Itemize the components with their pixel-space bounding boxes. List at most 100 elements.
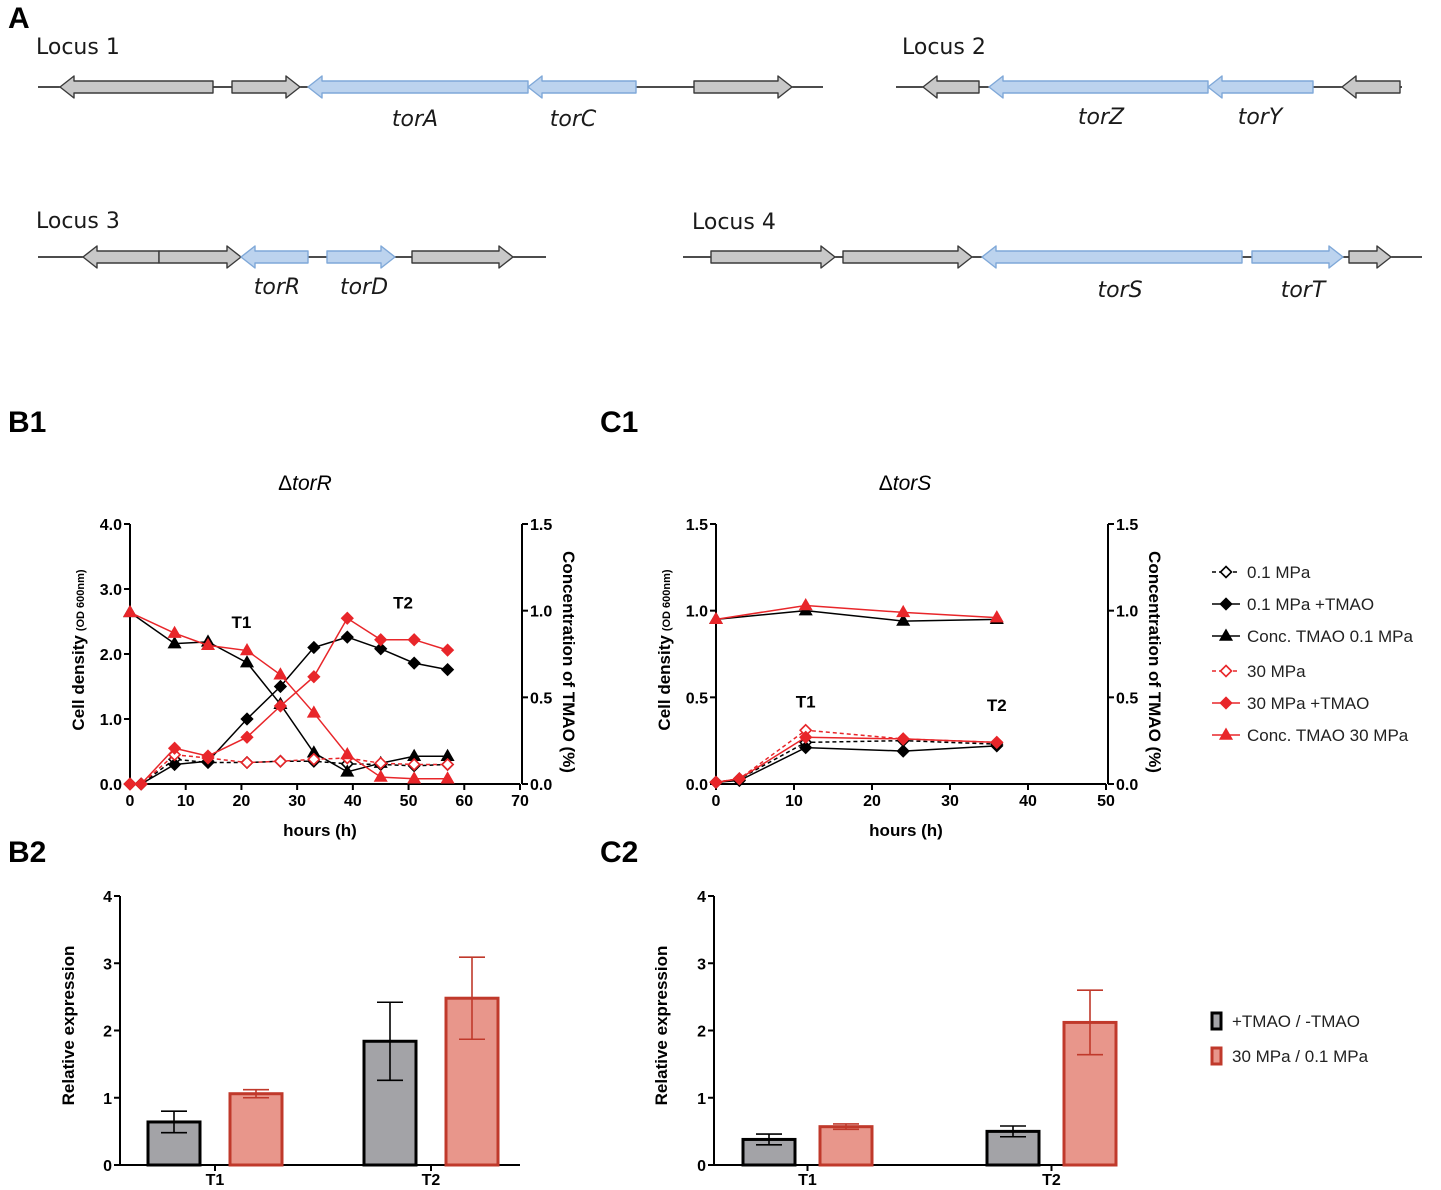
data-point [240, 712, 254, 726]
y-tick-label-right: 0.5 [530, 690, 552, 707]
y-tick-label: 3 [103, 956, 112, 973]
x-category-label: T2 [422, 1172, 441, 1189]
series-30-mpa [709, 723, 1004, 789]
gene-arrow-unnamed [842, 245, 973, 269]
data-point [240, 730, 254, 744]
gene-arrow-unnamed [158, 245, 242, 269]
legend-expression: +TMAO / -TMAO 30 MPa / 0.1 MPa [1210, 1011, 1369, 1066]
data-point [273, 754, 288, 768]
chart-title-delta: Δ [278, 472, 292, 495]
y-tick-label-right: 0.0 [530, 777, 552, 794]
chart-title-gene: torS [893, 472, 932, 495]
y-tick-label-left: 1.5 [686, 517, 708, 534]
data-point [373, 769, 388, 782]
gene-arrow-unnamed [922, 75, 980, 99]
y-tick-label-right: 1.5 [530, 517, 552, 534]
gene-arrow-unnamed [1341, 75, 1401, 99]
y-tick-label: 1 [697, 1091, 706, 1108]
data-point [273, 699, 288, 713]
data-point [407, 757, 421, 772]
series-0-1-mpa-tmao [709, 739, 1004, 789]
data-point [307, 752, 321, 766]
y-tick-label-left: 0.0 [100, 777, 122, 794]
data-point [167, 636, 182, 649]
legend-item: 30 MPa / 0.1 MPa [1210, 1046, 1369, 1066]
data-point [340, 747, 355, 760]
data-point [240, 755, 254, 770]
y-tick-label-right: 1.0 [1116, 604, 1138, 621]
y-axis-label: Relative expression [652, 946, 671, 1106]
legend-label: Conc. TMAO 0.1 MPa [1247, 627, 1414, 646]
gene-label-torT: torT [1281, 278, 1327, 303]
y-tick-label-left: 1.0 [100, 712, 122, 729]
data-point [307, 670, 321, 684]
y2-axis-label: Concentration of TMAO (%) [1145, 551, 1164, 773]
x-tick-label: 10 [785, 793, 803, 810]
data-point [374, 633, 388, 647]
x-tick-label: 0 [712, 793, 721, 810]
series-0-1-mpa [709, 734, 1004, 789]
legend-label: Conc. TMAO 30 MPa [1247, 726, 1409, 745]
data-point [709, 775, 723, 789]
legend-label: 30 MPa [1247, 662, 1306, 681]
y-tick-label-left: 0.0 [686, 777, 708, 794]
series-line [715, 604, 997, 621]
y-axis-label: Cell density (OD 600nm) [655, 569, 674, 730]
data-point [340, 764, 355, 777]
series-line [130, 758, 448, 785]
x-tick-label: 70 [511, 793, 529, 810]
panel-a-loci: Locus 1 torA torC Locus 2 torZ torY Locus 3 tor… [36, 35, 1422, 303]
x-tick-label: 0 [126, 793, 135, 810]
panel-letter-b2: B2 [8, 836, 46, 869]
x-tick-label: 20 [233, 793, 251, 810]
x-tick-label: 20 [863, 793, 881, 810]
gene-arrow-unnamed [1348, 245, 1392, 269]
y-tick-label-left: 0.5 [686, 690, 708, 707]
panel-letter-a: A [8, 2, 30, 35]
x-category-label: T2 [1042, 1172, 1061, 1189]
y-axis-label-main: Cell density [69, 635, 88, 731]
legend-item: Conc. TMAO 30 MPa [1212, 726, 1409, 745]
y-tick-label-right: 1.5 [1116, 517, 1138, 534]
chart-title: ΔtorS [879, 472, 932, 495]
data-point [440, 757, 455, 772]
x-tick-label: 30 [941, 793, 959, 810]
data-point [407, 633, 421, 647]
legend-marker [1218, 628, 1234, 641]
y-tick-label-right: 0.5 [1116, 690, 1138, 707]
legend-swatch [1210, 1011, 1223, 1031]
data-point [896, 732, 910, 746]
y-tick-label: 4 [697, 889, 706, 906]
legend-item: 0.1 MPa +TMAO [1212, 595, 1374, 614]
data-point [896, 744, 910, 758]
panel-b2-chart: 0 1 2 3 4 Relative expression T1 T2 [59, 889, 520, 1189]
x-axis-label: hours (h) [283, 821, 357, 840]
y2-axis-label: Concentration of TMAO (%) [559, 551, 578, 773]
legend-swatch [1210, 1046, 1223, 1066]
legend-label: 0.1 MPa [1247, 563, 1311, 582]
series-30-mpa-tmao [709, 730, 1004, 789]
locus-title: Locus 3 [36, 209, 120, 234]
annotation-t1: T1 [232, 613, 252, 632]
gene-label-torS: torS [1097, 278, 1142, 303]
legend-item: 0.1 MPa [1212, 563, 1311, 582]
data-point [708, 611, 724, 625]
y-tick-label: 4 [103, 889, 112, 906]
panel-letter-c2: C2 [600, 836, 638, 869]
gene-arrow-torA [307, 75, 529, 99]
y-tick-label: 0 [697, 1158, 706, 1175]
gene-arrow-unnamed [82, 245, 160, 269]
x-tick-label: 50 [1097, 793, 1115, 810]
data-point [167, 741, 182, 755]
gene-arrow-torC [527, 75, 637, 99]
gene-arrow-unnamed [710, 245, 836, 269]
legend-label: 30 MPa +TMAO [1247, 694, 1369, 713]
data-point [273, 667, 288, 680]
data-point [798, 597, 813, 611]
x-category-label: T1 [798, 1172, 817, 1189]
y-tick-label: 1 [103, 1091, 112, 1108]
data-point [167, 625, 182, 638]
y-tick-label: 0 [103, 1158, 112, 1175]
